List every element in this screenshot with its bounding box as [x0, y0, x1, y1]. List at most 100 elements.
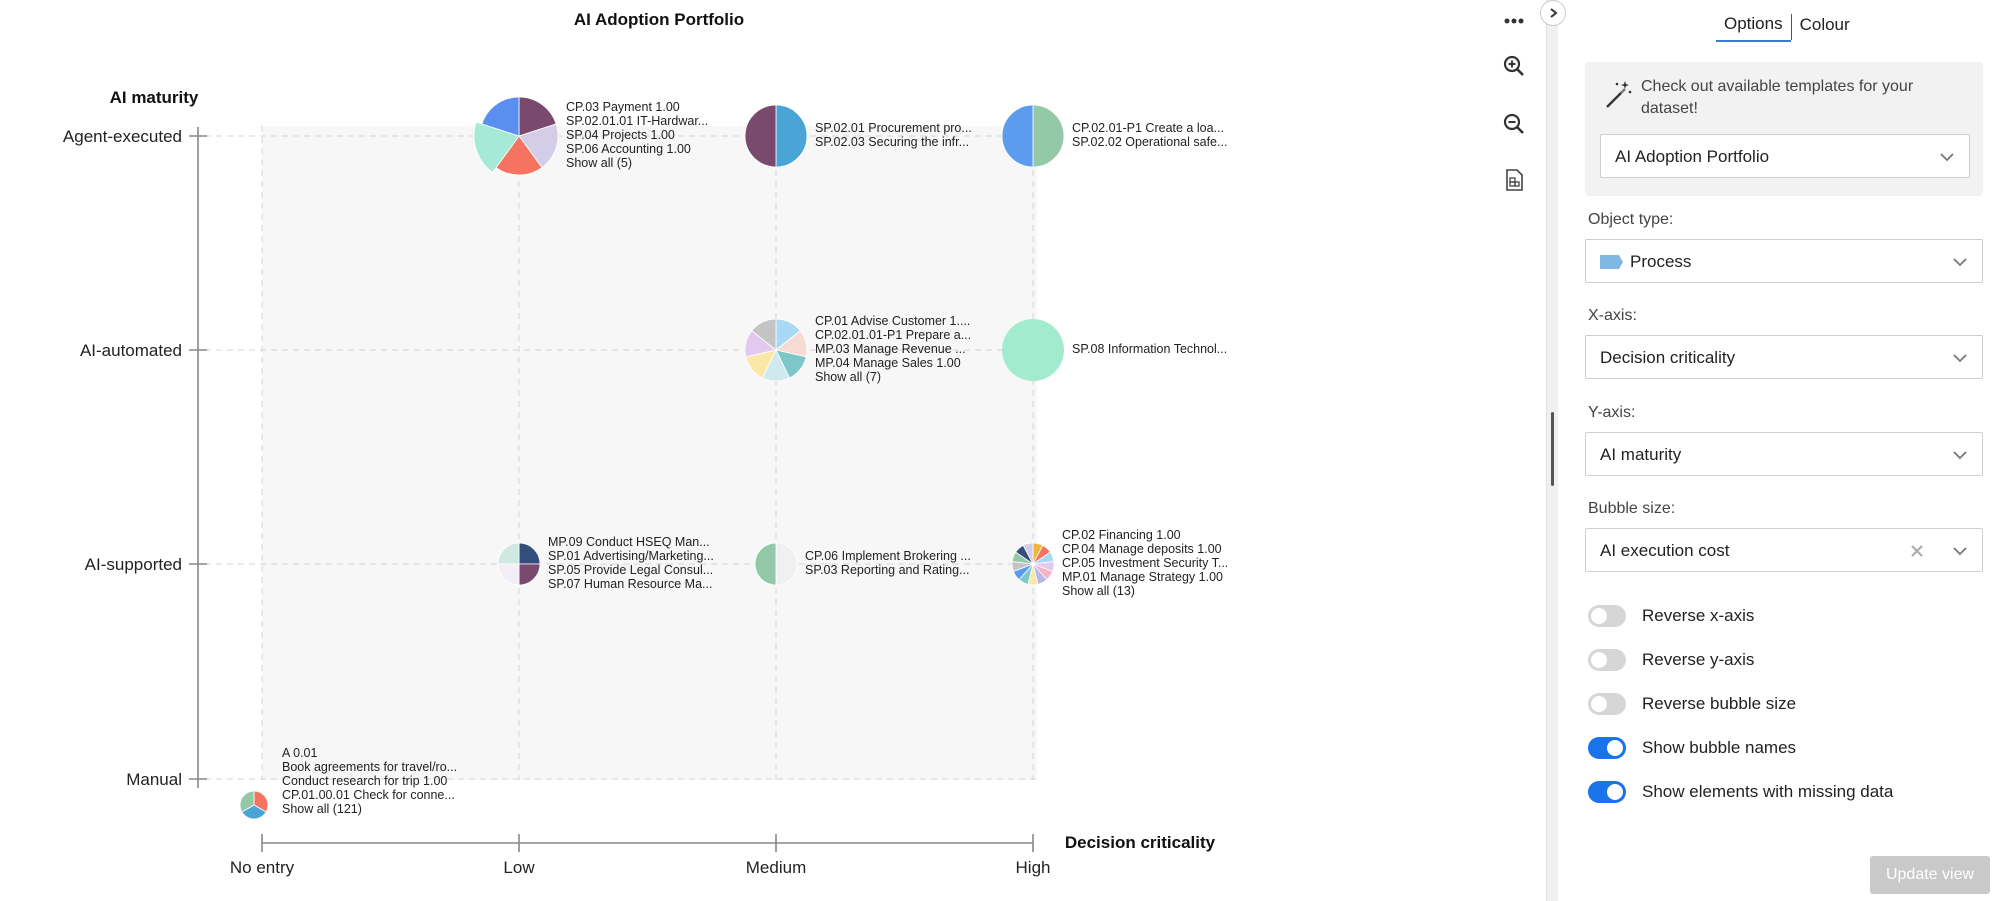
show-all-link[interactable]: Show all (121)	[282, 802, 362, 816]
y-tick-label: Agent-executed	[63, 127, 182, 146]
y-tick-label: AI-automated	[80, 341, 182, 360]
bubble-slice	[495, 135, 543, 176]
toggle-row: Reverse y-axis	[1588, 648, 1754, 672]
export-icon[interactable]	[1501, 167, 1527, 193]
magic-wand-icon	[1606, 81, 1632, 108]
bubble-label: SP.02.01.01 IT-Hardwar...	[566, 114, 708, 128]
bubble-slice	[518, 542, 541, 565]
object-type-label: Object type:	[1588, 211, 1674, 228]
chevron-down-icon	[1940, 153, 1954, 162]
toggle-switch[interactable]	[1588, 737, 1626, 759]
tab-colour[interactable]: Colour	[1799, 15, 1850, 34]
toggle-label: Show elements with missing data	[1642, 782, 1894, 801]
bubble-label: SP.02.01 Procurement pro...	[815, 121, 972, 135]
toggle-label: Reverse bubble size	[1642, 694, 1797, 713]
bubble-slice	[241, 804, 267, 820]
template-select-value: AI Adoption Portfolio	[1615, 147, 1770, 166]
x-axis-select[interactable]: Decision criticality	[1585, 335, 1983, 379]
toggle-knob	[1591, 696, 1607, 712]
update-view-button[interactable]: Update view	[1870, 856, 1990, 894]
show-all-link[interactable]: Show all (13)	[1062, 584, 1135, 598]
bubble-size-label: Bubble size:	[1588, 500, 1676, 517]
bubble-slice	[1001, 104, 1034, 168]
bubble-label: CP.06 Implement Brokering ...	[805, 549, 971, 563]
bubble-label: SP.02.03 Securing the infr...	[815, 135, 969, 149]
bubble-chart[interactable]: AI Adoption Portfolio Manual AI-supported A…	[0, 0, 1540, 901]
bubble-label: SP.07 Human Resource Ma...	[548, 577, 712, 591]
toggle-row: Reverse bubble size	[1588, 692, 1796, 716]
bubble-slice	[518, 96, 557, 137]
bubble-size-select[interactable]: AI execution cost	[1585, 528, 1983, 572]
bubble-label: CP.05 Investment Security T...	[1062, 556, 1228, 570]
toggle-switch[interactable]	[1588, 693, 1626, 715]
toggle-knob	[1591, 608, 1607, 624]
chevron-down-icon	[1953, 451, 1967, 460]
chevron-down-icon	[1953, 258, 1967, 267]
x-axis-title: Decision criticality	[1065, 833, 1216, 852]
y-tick-label: AI-supported	[85, 555, 182, 574]
bubble-slice	[754, 542, 777, 586]
bubble-slice	[473, 121, 520, 173]
y-tick-label: Manual	[126, 770, 182, 789]
bubble-slice	[775, 104, 808, 168]
toggle-knob	[1607, 784, 1623, 800]
bubble-label: SP.03 Reporting and Rating...	[805, 563, 969, 577]
collapse-panel-button[interactable]	[1540, 0, 1566, 26]
bubble-slice	[1022, 542, 1034, 565]
y-axis-value: AI maturity	[1600, 445, 1682, 464]
y-axis-title: AI maturity	[110, 88, 199, 107]
bubble-slice	[497, 542, 520, 565]
object-type-select[interactable]: Process	[1585, 239, 1983, 283]
chart-toolbar	[1495, 0, 1545, 901]
toggle-row: Reverse x-axis	[1588, 604, 1754, 628]
y-axis-select[interactable]: AI maturity	[1585, 432, 1983, 476]
bubble-label: MP.04 Manage Sales 1.00	[815, 356, 961, 370]
chevron-down-icon	[1953, 354, 1967, 363]
show-all-link[interactable]: Show all (5)	[566, 156, 632, 170]
toggle-label: Reverse x-axis	[1642, 606, 1755, 625]
bubble-slice	[497, 563, 520, 586]
bubble-label: CP.04 Manage deposits 1.00	[1062, 542, 1222, 556]
bubble-label: SP.08 Information Technol...	[1072, 342, 1227, 356]
zoom-out-icon[interactable]	[1501, 111, 1527, 137]
zoom-in-icon[interactable]	[1501, 53, 1527, 79]
bubble-slice	[751, 318, 777, 351]
object-type-value: Process	[1630, 252, 1692, 271]
panel-splitter[interactable]	[1546, 0, 1559, 901]
toggle-switch[interactable]	[1588, 649, 1626, 671]
bubble-label: A 0.01	[282, 746, 317, 760]
bubble-slice	[518, 563, 541, 586]
bubble-slice	[1032, 104, 1065, 168]
tab-options[interactable]: Options	[1716, 12, 1791, 42]
bubble-slice	[481, 96, 520, 137]
bubble-slice	[518, 123, 559, 169]
x-axis-value: Decision criticality	[1600, 348, 1736, 367]
chart-area[interactable]: AI Adoption Portfolio Manual AI-supported A…	[0, 0, 1540, 901]
toggle-switch[interactable]	[1588, 605, 1626, 627]
chevron-down-icon	[1953, 547, 1967, 556]
bubble-label: MP.01 Manage Strategy 1.00	[1062, 570, 1223, 584]
more-icon[interactable]	[1501, 8, 1527, 34]
bubble-label: CP.03 Payment 1.00	[566, 100, 680, 114]
clear-icon[interactable]	[1910, 544, 1924, 558]
bubble-label: SP.02.02 Operational safe...	[1072, 135, 1227, 149]
toggle-label: Reverse y-axis	[1642, 650, 1755, 669]
bubble-label: MP.09 Conduct HSEQ Man...	[548, 535, 710, 549]
bubble-label: SP.05 Provide Legal Consul...	[548, 563, 713, 577]
x-tick-label: No entry	[230, 858, 295, 877]
show-all-link[interactable]: Show all (7)	[815, 370, 881, 384]
chevron-right-icon	[1550, 8, 1558, 18]
x-tick-label: Low	[503, 858, 535, 877]
toggle-row: Show elements with missing data	[1588, 780, 1893, 804]
bubble-label: CP.01 Advise Customer 1....	[815, 314, 970, 328]
template-select[interactable]: AI Adoption Portfolio	[1600, 134, 1970, 178]
template-message: Check out available templates for your d…	[1641, 78, 1914, 117]
bubble-label: CP.01.00.01 Check for conne...	[282, 788, 455, 802]
x-tick-label: Medium	[746, 858, 806, 877]
bubble-label: CP.02 Financing 1.00	[1062, 528, 1181, 542]
x-tick-label: High	[1016, 858, 1051, 877]
splitter-grip[interactable]	[1551, 412, 1554, 486]
bubble-label: CP.02.01-P1 Create a loa...	[1072, 121, 1224, 135]
toggle-switch[interactable]	[1588, 781, 1626, 803]
bubble-label: CP.02.01.01-P1 Prepare a...	[815, 328, 971, 342]
